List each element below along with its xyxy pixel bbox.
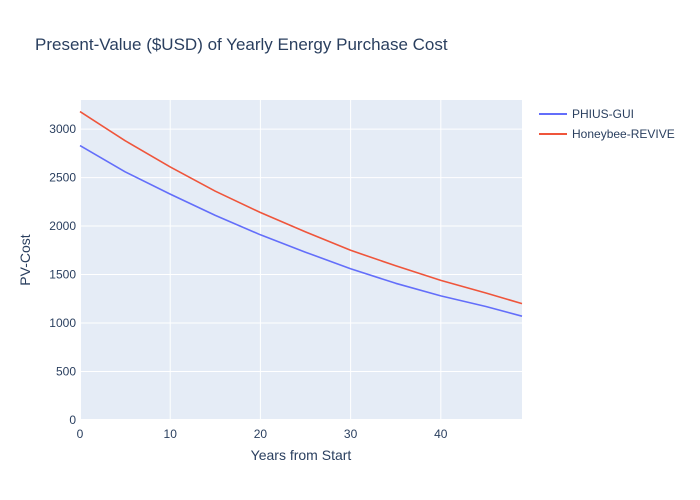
legend-label: PHIUS-GUI: [572, 107, 634, 121]
legend: PHIUS-GUI Honeybee-REVIVE: [539, 107, 675, 141]
chart-title: Present-Value ($USD) of Yearly Energy Pu…: [35, 35, 448, 54]
series-line-2: [79, 110, 523, 305]
x-tick-label: 30: [344, 427, 358, 441]
y-tick-label: 3000: [49, 122, 76, 136]
legend-label: Honeybee-REVIVE: [572, 127, 675, 141]
y-tick-label: 0: [69, 413, 76, 427]
x-axis-ticks: 0 10 20 30 40: [77, 427, 448, 441]
series-line-1: [79, 144, 523, 317]
y-tick-label: 2500: [49, 171, 76, 185]
y-axis-ticks: 0 500 1000 1500 2000 2500 3000: [49, 122, 76, 427]
x-tick-label: 10: [164, 427, 178, 441]
plot-area: [80, 100, 522, 420]
series-lines: [79, 110, 523, 317]
y-tick-label: 2000: [49, 219, 76, 233]
y-axis-title: PV-Cost: [17, 234, 33, 285]
y-tick-label: 1500: [49, 268, 76, 282]
x-tick-label: 0: [77, 427, 84, 441]
x-axis-title: Years from Start: [251, 447, 352, 463]
y-tick-label: 1000: [49, 316, 76, 330]
y-tick-label: 500: [56, 365, 76, 379]
gridlines: [79, 100, 522, 421]
x-tick-label: 40: [434, 427, 448, 441]
x-tick-label: 20: [254, 427, 268, 441]
